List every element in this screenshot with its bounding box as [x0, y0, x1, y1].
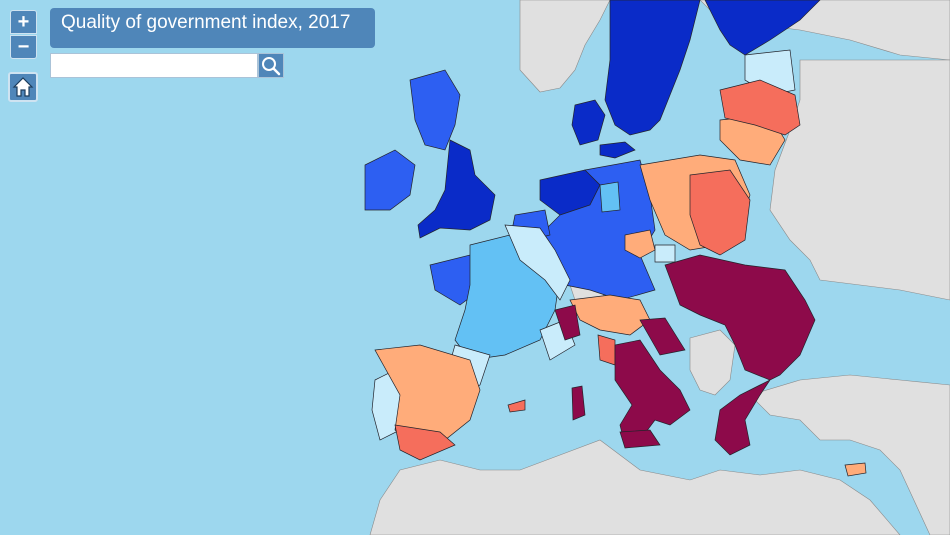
search-button[interactable]: [258, 53, 284, 78]
home-button[interactable]: [8, 72, 38, 102]
search-input[interactable]: [50, 53, 258, 78]
home-icon: [12, 77, 34, 97]
magnifier-icon: [262, 57, 281, 76]
non-eu-land: [369, 0, 950, 535]
zoom-out-button[interactable]: −: [10, 35, 37, 59]
class-very-high: [417, 0, 821, 239]
map-title: Quality of government index, 2017: [50, 8, 375, 48]
zoom-in-button[interactable]: +: [10, 10, 37, 34]
class-very-low: [554, 254, 816, 456]
class-low: [394, 79, 801, 461]
class-high: [364, 69, 656, 306]
